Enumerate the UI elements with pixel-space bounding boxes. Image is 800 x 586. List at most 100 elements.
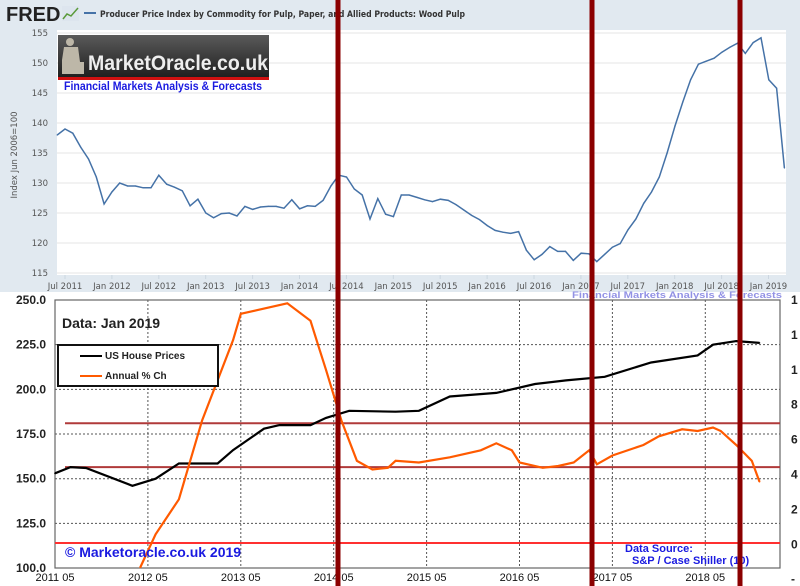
fred-x-tick: Jan 2014: [280, 282, 318, 292]
fred-chart-icon: [62, 6, 79, 21]
fred-x-tick: Jan 2012: [92, 282, 130, 292]
fred-data-point: [619, 243, 621, 245]
house-x-tick: 2017 05: [593, 572, 633, 584]
fred-data-point: [158, 174, 160, 176]
fred-y-tick: 120: [32, 239, 48, 249]
fred-data-point: [768, 79, 770, 81]
fred-data-point: [377, 198, 379, 200]
annual-change-point: [201, 419, 203, 422]
marketoracle-tagline: Financial Markets Analysis & Forecasts: [64, 81, 262, 93]
fred-data-point: [541, 253, 543, 255]
faint-tagline: Financial Markets Analysis & Forecasts: [572, 290, 782, 300]
fred-data-point: [674, 125, 676, 127]
fred-x-tick: Jan 2015: [374, 282, 412, 292]
fred-data-point: [87, 158, 90, 160]
fred-data-point: [697, 63, 700, 65]
annual-change-point: [309, 319, 312, 322]
fred-data-point: [627, 229, 629, 231]
fred-data-point: [705, 60, 707, 62]
fred-data-point: [291, 199, 293, 201]
fred-data-point: [463, 209, 465, 211]
left-y-tick: 150.0: [16, 472, 46, 486]
house-price-point: [278, 424, 281, 426]
fred-data-point: [228, 212, 230, 214]
legend-label-annual-change: Annual % Ch: [105, 371, 167, 382]
fred-data-point: [95, 176, 97, 178]
fred-data-point: [424, 199, 426, 201]
fred-data-point: [557, 250, 559, 252]
annual-change-point: [572, 461, 575, 464]
fred-data-point: [385, 213, 387, 215]
fred-data-point: [416, 196, 418, 198]
house-price-point: [650, 361, 652, 364]
annual-change-point: [325, 368, 327, 371]
fred-x-tick: Jul 2014: [328, 282, 364, 292]
fred-data-point: [455, 204, 457, 206]
right-y-tick: 1: [791, 328, 798, 342]
fred-x-tick: Jul 2012: [141, 282, 177, 292]
fred-x-tick: Jan 2019: [749, 282, 787, 292]
fred-data-point: [408, 194, 410, 196]
annual-change-point: [479, 449, 482, 452]
fred-data-point: [588, 253, 590, 255]
fred-data-point: [181, 190, 183, 192]
fred-data-point: [322, 199, 324, 201]
annual-change-point: [255, 309, 258, 312]
fred-data-point: [220, 213, 222, 215]
fred-data-point: [314, 205, 316, 207]
annual-change-point: [696, 430, 699, 432]
annual-change-point: [518, 461, 521, 464]
fred-data-point: [580, 252, 582, 254]
annual-change-point: [154, 533, 157, 536]
house-price-point: [309, 424, 312, 426]
fred-series-title: Producer Price Index by Commodity for Pu…: [100, 10, 465, 20]
vertical-marker-line: [335, 0, 341, 586]
fred-x-tick: Jul 2018: [703, 282, 739, 292]
fred-data-point: [564, 250, 567, 252]
fred-data-point: [197, 198, 199, 200]
right-y-tick: 4: [791, 468, 798, 482]
house-price-point: [394, 410, 397, 413]
fred-data-point: [103, 203, 105, 205]
fred-y-axis-label: Index Jun 2006=100: [10, 111, 20, 198]
house-price-plot-frame: [54, 299, 781, 569]
fred-x-tick: Jan 2016: [467, 282, 505, 292]
house-price-point: [348, 409, 350, 412]
annual-change-point: [495, 442, 498, 445]
house-x-tick: 2015 05: [407, 572, 447, 584]
annual-change-point: [611, 454, 614, 457]
fred-data-point: [56, 134, 58, 136]
fred-x-tick: Jan 2018: [655, 282, 693, 292]
annual-change-point: [735, 444, 738, 446]
copyright-text: © Marketoracle.co.uk 2019: [65, 544, 241, 560]
fred-data-point: [205, 212, 207, 214]
fred-x-tick: Jul 2013: [234, 282, 270, 292]
fred-y-tick: 115: [32, 269, 48, 279]
house-x-tick: 2011 05: [36, 572, 75, 584]
house-price-point: [154, 477, 157, 480]
house-price-point: [418, 409, 420, 412]
fred-data-point: [713, 57, 715, 59]
fred-data-point: [142, 187, 144, 189]
fred-data-point: [682, 101, 684, 103]
annual-change-point: [449, 456, 451, 459]
marketoracle-logo: MarketOracle.co.uk: [58, 35, 269, 80]
fred-data-point: [760, 37, 762, 39]
fred-series-line: [56, 36, 786, 263]
fred-x-tick: Jul 2016: [516, 282, 552, 292]
fred-data-point: [729, 46, 731, 49]
annual-change-point: [394, 459, 397, 462]
right-y-tick: 1: [791, 363, 798, 377]
fred-data-point: [635, 218, 637, 220]
house-price-point: [758, 342, 761, 344]
fred-data-point: [267, 205, 269, 207]
fred-x-tick: Jul 2017: [610, 282, 646, 292]
fred-x-tick: Jul 2015: [422, 282, 458, 292]
fred-data-point: [353, 188, 355, 190]
house-price-point: [131, 485, 134, 487]
fred-data-point: [471, 214, 473, 216]
annual-change-point: [232, 339, 234, 341]
fred-data-point: [345, 176, 348, 178]
fred-data-point: [721, 51, 723, 53]
house-price-point: [178, 462, 180, 465]
